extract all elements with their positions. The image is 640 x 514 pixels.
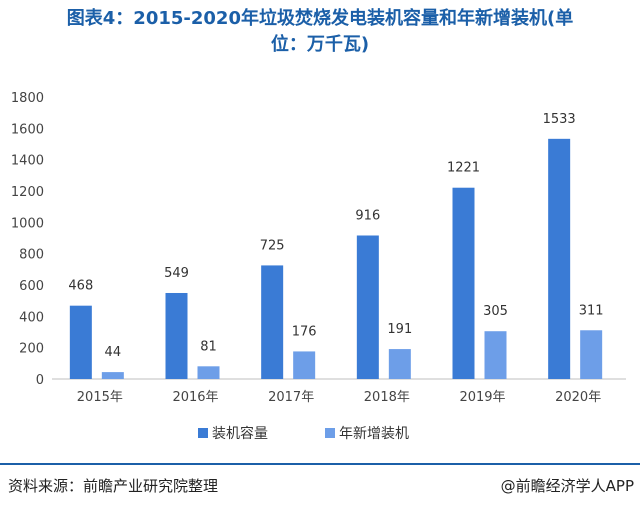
y-tick-label: 1600	[11, 122, 44, 137]
data-label: 468	[68, 279, 93, 294]
x-tick-label: 2020年	[555, 390, 601, 405]
x-tick-label: 2017年	[268, 390, 314, 405]
chart-title: 图表4：2015-2020年垃圾焚烧发电装机容量和年新增装机(单 位：万千瓦)	[0, 6, 640, 58]
brand-credit: @前瞻经济学人APP	[500, 477, 634, 495]
bar-capacity	[452, 187, 475, 379]
data-label: 1221	[447, 161, 480, 176]
legend-swatch	[325, 428, 335, 438]
bar-new-capacity	[388, 349, 411, 379]
data-label: 44	[105, 345, 122, 360]
data-label: 549	[164, 266, 189, 281]
y-tick-label: 1000	[11, 216, 44, 231]
data-label: 305	[483, 304, 508, 319]
y-tick-label: 800	[19, 248, 44, 263]
x-tick-label: 2015年	[77, 390, 123, 405]
bar-new-capacity	[580, 330, 603, 379]
y-tick-label: 1200	[11, 185, 44, 200]
bar-capacity	[356, 235, 379, 379]
legend-label: 装机容量	[212, 425, 268, 442]
data-label: 191	[387, 322, 412, 337]
y-tick-label: 600	[19, 279, 44, 294]
x-tick-label: 2016年	[172, 390, 218, 405]
y-tick-label: 400	[19, 310, 44, 325]
bar-new-capacity	[293, 351, 316, 379]
y-tick-label: 1400	[11, 154, 44, 169]
bar-new-capacity	[484, 331, 507, 379]
data-label: 176	[292, 324, 317, 339]
bar-capacity	[165, 292, 188, 379]
data-label: 916	[355, 208, 380, 223]
chart-title-line-1: 图表4：2015-2020年垃圾焚烧发电装机容量和年新增装机(单	[66, 8, 574, 29]
y-tick-label: 0	[36, 373, 44, 388]
legend-label: 年新增装机	[339, 426, 409, 442]
data-label: 311	[579, 303, 604, 318]
bar-capacity	[261, 265, 284, 379]
legend-swatch	[198, 428, 208, 438]
data-label: 725	[260, 238, 285, 253]
bar-new-capacity	[101, 372, 124, 379]
source-note: 资料来源：前瞻产业研究院整理	[8, 477, 219, 495]
x-tick-label: 2018年	[364, 390, 410, 405]
bar-capacity	[69, 305, 92, 379]
data-label: 81	[200, 339, 217, 354]
data-label: 1533	[543, 112, 576, 127]
y-tick-label: 200	[19, 342, 44, 357]
footer-divider	[0, 463, 640, 465]
bar-chart: 0 200 400 600 800 1000 1200 1400 1600 1800 468 44 20…	[11, 91, 626, 442]
bar-capacity	[548, 138, 571, 379]
x-tick-label: 2019年	[459, 390, 505, 405]
chart-title-line-2: 位：万千瓦)	[270, 34, 370, 55]
bar-new-capacity	[197, 366, 220, 379]
y-tick-label: 1800	[11, 91, 44, 106]
